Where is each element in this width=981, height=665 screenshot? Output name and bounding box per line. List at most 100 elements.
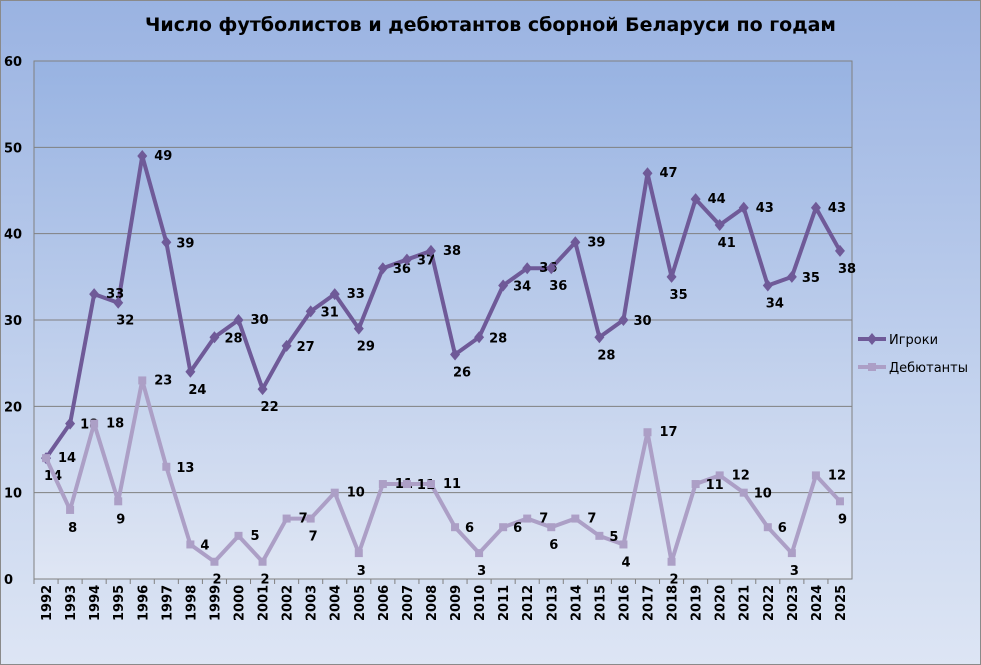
- y-tick-label: 30: [4, 314, 22, 329]
- data-point-marker: [691, 480, 700, 489]
- data-point-marker: [570, 236, 581, 249]
- data-label: 12: [732, 468, 750, 483]
- data-label: 8: [68, 521, 77, 536]
- x-tick-label: 2003: [305, 585, 320, 621]
- data-label: 43: [828, 201, 846, 216]
- x-tick-label: 1997: [160, 585, 175, 621]
- x-tick-label: 2010: [473, 585, 488, 621]
- data-label: 38: [838, 262, 856, 277]
- data-point-marker: [451, 523, 460, 532]
- x-tick-label: 2001: [257, 585, 272, 621]
- data-point-marker: [643, 428, 652, 437]
- data-label: 12: [828, 468, 846, 483]
- data-point-marker: [329, 288, 340, 301]
- data-label: 39: [176, 236, 194, 251]
- data-label: 38: [443, 244, 461, 259]
- data-point-marker: [642, 167, 653, 180]
- data-label: 36: [549, 279, 567, 294]
- series-line-1: [44, 378, 842, 564]
- data-label: 34: [513, 279, 531, 294]
- y-tick-label: 60: [4, 55, 22, 70]
- data-label: 28: [597, 348, 615, 363]
- data-label: 9: [116, 512, 125, 527]
- y-tick-label: 50: [4, 141, 22, 156]
- data-point-marker: [786, 270, 797, 283]
- data-label: 7: [587, 512, 596, 527]
- data-label: 28: [224, 331, 242, 346]
- data-label: 39: [587, 235, 605, 250]
- data-point-marker: [330, 488, 339, 497]
- data-point-marker: [209, 331, 220, 344]
- data-point-marker: [402, 480, 411, 489]
- data-point-marker: [354, 549, 363, 558]
- x-tick-label: 2018: [666, 585, 681, 621]
- data-point-marker: [690, 193, 701, 206]
- data-point-marker: [306, 514, 315, 523]
- data-label: 30: [633, 314, 651, 329]
- data-label: 22: [261, 400, 279, 415]
- data-point-marker: [738, 201, 749, 214]
- x-tick-label: 1993: [64, 585, 79, 621]
- data-point-marker: [571, 514, 580, 523]
- data-point-marker: [834, 244, 845, 257]
- x-tick-label: 2013: [545, 585, 560, 621]
- data-point-marker: [835, 497, 844, 506]
- data-label: 5: [609, 530, 618, 545]
- series-line-0: [44, 153, 842, 460]
- data-point-marker: [401, 253, 412, 266]
- data-label: 10: [347, 486, 365, 501]
- x-tick-label: 2006: [377, 585, 392, 621]
- data-label: 11: [443, 477, 461, 492]
- data-point-marker: [762, 279, 773, 292]
- data-label: 9: [838, 512, 847, 527]
- x-tick-label: 2024: [810, 585, 825, 621]
- data-label: 27: [297, 340, 315, 355]
- data-point-marker: [185, 365, 196, 378]
- legend-marker: [867, 333, 877, 345]
- data-label: 31: [321, 305, 339, 320]
- data-point-marker: [811, 471, 820, 480]
- data-label: 35: [670, 288, 688, 303]
- data-label: 17: [660, 425, 678, 440]
- data-point-marker: [666, 270, 677, 283]
- x-tick-label: 2012: [521, 585, 536, 621]
- data-point-marker: [522, 262, 533, 275]
- data-label: 37: [417, 254, 435, 269]
- y-tick-label: 20: [4, 400, 22, 415]
- data-point-marker: [474, 331, 485, 344]
- data-label: 2: [670, 573, 679, 588]
- x-tick-label: 2023: [786, 585, 801, 621]
- data-point-marker: [42, 454, 51, 463]
- x-tick-label: 2021: [738, 585, 753, 621]
- data-label: 3: [477, 564, 486, 579]
- data-point-marker: [281, 339, 292, 352]
- data-point-marker: [546, 262, 557, 275]
- data-label: 30: [251, 313, 269, 328]
- data-point-marker: [65, 417, 76, 430]
- data-label: 7: [539, 512, 548, 527]
- data-label: 44: [708, 192, 726, 207]
- y-tick-label: 0: [4, 573, 13, 588]
- data-label: 47: [660, 166, 678, 181]
- data-point-marker: [810, 201, 821, 214]
- x-tick-label: 1996: [136, 585, 151, 621]
- data-label: 36: [393, 262, 411, 277]
- data-point-marker: [450, 348, 461, 361]
- data-label: 6: [549, 538, 558, 553]
- x-tick-label: 2007: [401, 585, 416, 621]
- x-tick-label: 1992: [40, 585, 55, 621]
- data-label: 3: [790, 564, 799, 579]
- data-label: 34: [766, 296, 784, 311]
- x-tick-label: 2005: [353, 585, 368, 621]
- x-tick-label: 2011: [497, 585, 512, 621]
- data-point-marker: [523, 514, 532, 523]
- x-tick-label: 1995: [112, 585, 127, 621]
- data-point-marker: [499, 523, 508, 532]
- data-point-marker: [162, 462, 171, 471]
- x-tick-label: 2017: [642, 585, 657, 621]
- data-point-marker: [186, 540, 195, 549]
- data-label: 23: [154, 373, 172, 388]
- data-label: 6: [778, 521, 787, 536]
- data-point-marker: [619, 540, 628, 549]
- data-point-marker: [257, 383, 268, 396]
